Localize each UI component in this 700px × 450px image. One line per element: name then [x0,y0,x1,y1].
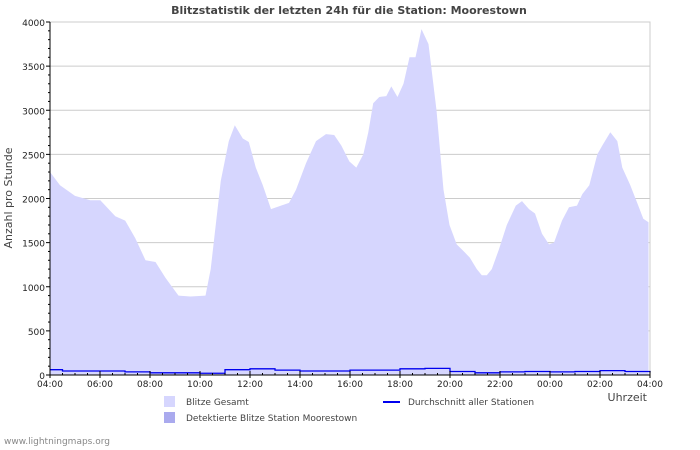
legend-label-total: Blitze Gesamt [186,398,249,408]
y-tick-label: 500 [28,328,45,338]
x-tick-label: 22:00 [487,380,513,390]
x-tick-label: 14:00 [287,380,313,390]
y-tick-label: 0 [39,372,45,382]
legend-label-average: Durchschnitt aller Stationen [408,398,534,408]
y-tick-label: 1000 [22,284,45,294]
y-tick-label: 2500 [22,151,45,161]
x-tick-label: 12:00 [237,380,263,390]
chart-title: Blitzstatistik der letzten 24h für die S… [171,4,527,17]
x-tick-label: 04:00 [37,380,63,390]
x-tick-label: 20:00 [437,380,463,390]
area-blitze-gesamt [50,29,649,375]
legend-swatch-station [164,412,175,423]
legend-label-station: Detektierte Blitze Station Moorestown [186,414,357,424]
y-tick-label: 4000 [22,19,45,29]
x-tick-label: 00:00 [537,380,563,390]
y-tick-label: 1500 [22,240,45,250]
x-axis-label: Uhrzeit [608,391,648,404]
x-tick-label: 02:00 [587,380,613,390]
x-tick-label: 10:00 [187,380,213,390]
line-durchschnitt [50,367,651,374]
x-tick-label: 06:00 [87,380,113,390]
x-tick-label: 08:00 [137,380,163,390]
x-tick-label: 04:00 [637,380,663,390]
y-tick-label: 3000 [22,107,45,117]
x-tick-label: 16:00 [337,380,363,390]
legend-swatch-total [164,396,175,407]
y-axis-label: Anzahl pro Stunde [2,147,15,248]
footer-link[interactable]: www.lightningmaps.org [4,437,110,447]
y-tick-label: 3500 [22,63,45,73]
y-tick-label: 2000 [22,196,45,206]
x-tick-label: 18:00 [387,380,413,390]
